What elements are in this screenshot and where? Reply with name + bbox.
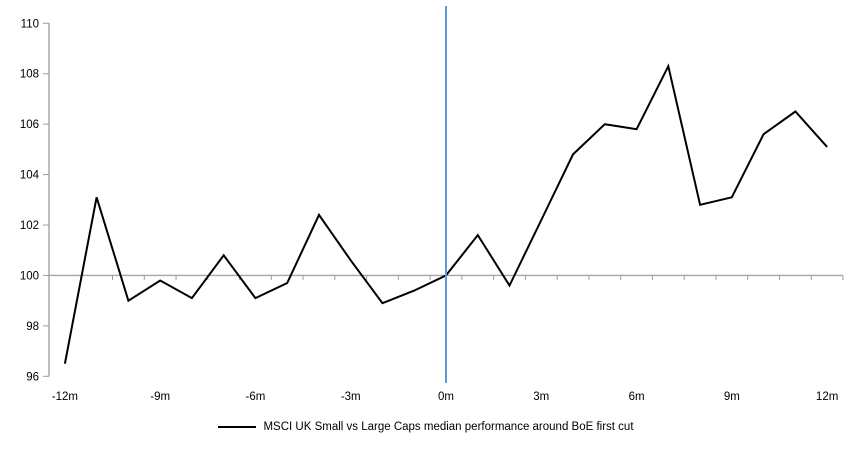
x-tick-label: 12m — [816, 391, 838, 403]
chart-canvas: 96 98 100 102 104 106 108 110 -12m -9m -6m -3m 0m 3m 6… — [20, 6, 844, 403]
x-tick-label: 9m — [724, 391, 740, 403]
x-tick-label: 0m — [438, 391, 454, 403]
y-tick-label: 102 — [20, 220, 39, 232]
y-tick-label: 104 — [20, 170, 40, 182]
y-tick-label: 108 — [20, 69, 39, 81]
x-tick-label: -12m — [52, 391, 78, 403]
y-tick-label: 100 — [20, 270, 39, 282]
y-tick-label: 106 — [20, 119, 39, 131]
y-tick-label: 96 — [26, 371, 39, 383]
legend: MSCI UK Small vs Large Caps median perfo… — [0, 419, 852, 435]
x-tick-label: -3m — [341, 391, 361, 403]
x-tick-label: 3m — [533, 391, 549, 403]
legend-label: MSCI UK Small vs Large Caps median perfo… — [263, 421, 634, 433]
y-tick-label: 98 — [26, 321, 39, 333]
legend-line-sample — [218, 426, 257, 428]
x-tick-label: 6m — [629, 391, 645, 403]
y-tick-label: 110 — [21, 18, 39, 30]
x-tick-label: -9m — [150, 391, 170, 403]
x-tick-label: -6m — [246, 391, 266, 403]
